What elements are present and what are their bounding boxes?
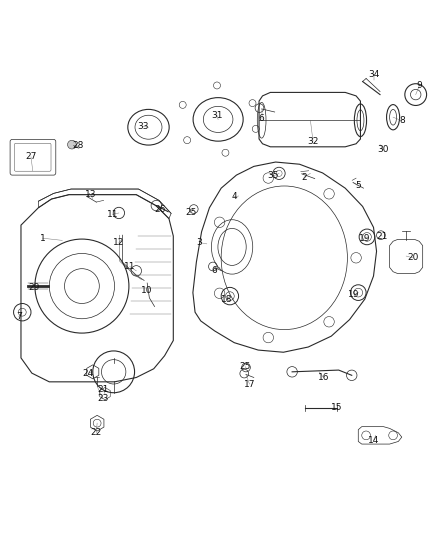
Text: 27: 27 <box>25 152 37 161</box>
Text: 34: 34 <box>368 70 379 79</box>
Text: 30: 30 <box>378 146 389 155</box>
Text: 31: 31 <box>211 110 223 119</box>
Text: 14: 14 <box>368 436 379 445</box>
Text: 32: 32 <box>307 136 319 146</box>
Text: 19: 19 <box>348 290 360 300</box>
Text: 28: 28 <box>72 141 83 150</box>
Text: 23: 23 <box>97 394 109 403</box>
Text: 8: 8 <box>399 116 405 125</box>
Text: 13: 13 <box>85 190 96 199</box>
Text: 22: 22 <box>91 428 102 437</box>
Text: 17: 17 <box>244 379 255 389</box>
Text: 11: 11 <box>124 262 135 271</box>
Text: 25: 25 <box>185 207 196 216</box>
Text: 10: 10 <box>141 286 153 295</box>
Text: 6: 6 <box>259 114 265 123</box>
Text: 29: 29 <box>28 283 40 292</box>
Text: 5: 5 <box>355 181 361 190</box>
Text: 2: 2 <box>301 173 307 182</box>
Text: 18: 18 <box>221 295 233 304</box>
Text: 21: 21 <box>377 231 388 240</box>
Text: 15: 15 <box>331 403 342 413</box>
Text: 12: 12 <box>113 238 124 247</box>
Text: 24: 24 <box>83 369 94 377</box>
Text: 11: 11 <box>106 210 118 219</box>
Text: 4: 4 <box>231 192 237 201</box>
Text: 1: 1 <box>40 233 46 243</box>
Text: 25: 25 <box>240 362 251 371</box>
Text: 35: 35 <box>268 172 279 181</box>
Text: 21: 21 <box>97 385 109 394</box>
Text: 3: 3 <box>197 238 202 247</box>
Text: 9: 9 <box>417 82 422 91</box>
Text: 7: 7 <box>16 312 21 321</box>
Text: 26: 26 <box>155 205 166 214</box>
Text: 6: 6 <box>212 266 218 276</box>
Circle shape <box>67 140 76 149</box>
Text: 16: 16 <box>318 373 329 382</box>
Text: 33: 33 <box>137 122 148 131</box>
Text: 20: 20 <box>407 253 418 262</box>
Text: 19: 19 <box>359 233 371 243</box>
